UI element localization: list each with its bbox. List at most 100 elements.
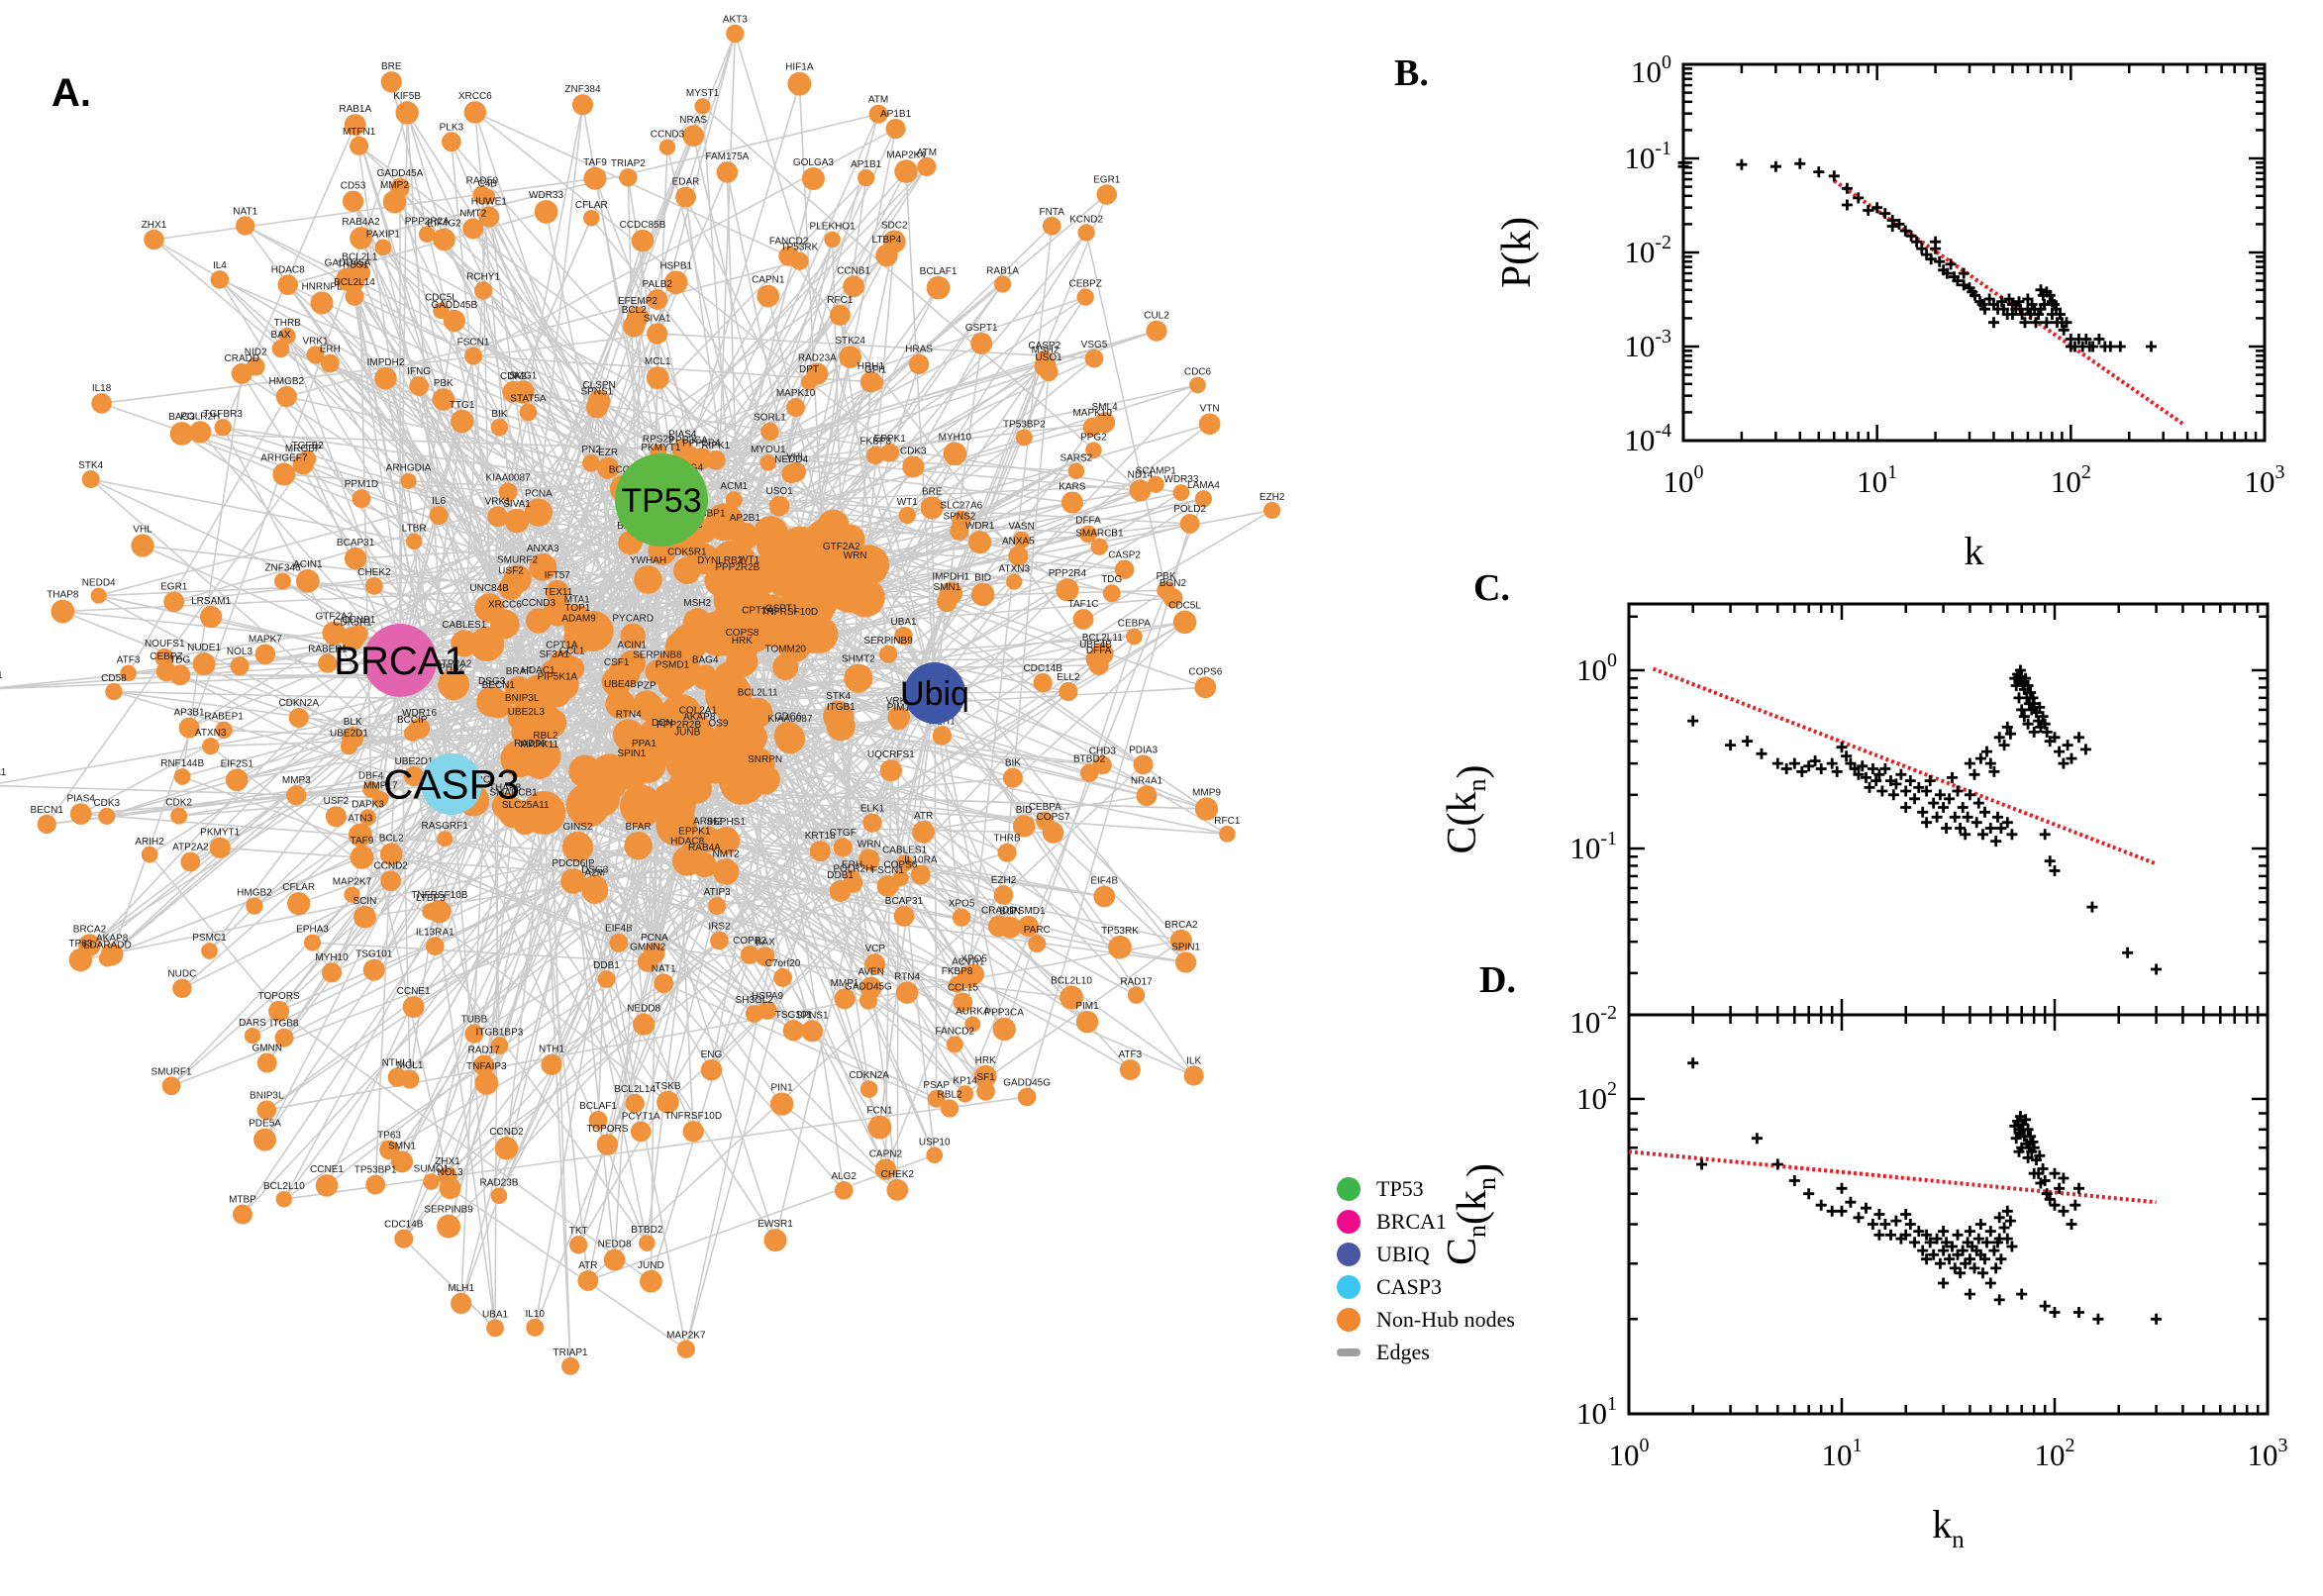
network-node[interactable]	[637, 951, 658, 972]
network-node[interactable]	[473, 281, 493, 300]
network-node[interactable]	[908, 353, 930, 374]
network-node[interactable]	[541, 1053, 562, 1075]
network-node[interactable]	[350, 136, 369, 155]
network-node[interactable]	[879, 645, 898, 663]
network-node[interactable]	[1162, 588, 1183, 608]
network-node[interactable]	[1174, 951, 1197, 973]
network-node[interactable]	[970, 582, 995, 607]
network-node[interactable]	[1094, 412, 1116, 434]
network-node[interactable]	[781, 463, 801, 484]
network-node[interactable]	[859, 1080, 878, 1098]
hub-node-ubiq[interactable]: Ubiq	[900, 662, 969, 724]
network-node[interactable]	[859, 371, 882, 393]
network-node[interactable]	[597, 970, 616, 988]
network-node[interactable]	[354, 905, 376, 929]
network-node[interactable]	[957, 1085, 974, 1103]
network-node[interactable]	[786, 398, 806, 418]
network-node[interactable]	[858, 991, 877, 1010]
network-node[interactable]	[882, 230, 906, 253]
network-node[interactable]	[429, 505, 449, 526]
network-node[interactable]	[1006, 573, 1023, 590]
network-node[interactable]	[742, 615, 773, 647]
network-node[interactable]	[968, 531, 992, 554]
network-node[interactable]	[834, 988, 856, 1010]
network-node[interactable]	[704, 564, 736, 597]
network-node[interactable]	[790, 251, 809, 270]
network-node[interactable]	[588, 1110, 608, 1130]
network-node[interactable]	[450, 409, 474, 434]
network-node[interactable]	[423, 1173, 440, 1190]
network-node[interactable]	[464, 347, 483, 365]
network-node[interactable]	[364, 576, 383, 595]
network-node[interactable]	[862, 813, 882, 833]
network-node[interactable]	[321, 962, 343, 983]
network-node[interactable]	[676, 1340, 695, 1358]
network-node[interactable]	[912, 820, 935, 844]
network-node[interactable]	[952, 908, 971, 927]
network-node[interactable]	[561, 831, 594, 862]
network-node[interactable]	[189, 421, 212, 444]
network-node[interactable]	[612, 719, 645, 750]
network-node[interactable]	[700, 1058, 723, 1081]
network-node[interactable]	[469, 627, 505, 662]
network-node[interactable]	[379, 1140, 399, 1160]
network-node[interactable]	[647, 323, 668, 345]
network-node[interactable]	[1056, 578, 1079, 602]
hub-node-casp3[interactable]: CASP3	[383, 753, 520, 815]
network-node[interactable]	[272, 462, 296, 486]
network-node[interactable]	[973, 1064, 997, 1088]
network-node[interactable]	[763, 1229, 787, 1252]
network-node[interactable]	[545, 579, 569, 604]
network-node[interactable]	[230, 656, 250, 676]
network-node[interactable]	[340, 738, 357, 755]
network-node[interactable]	[1183, 1065, 1204, 1086]
network-node[interactable]	[987, 915, 1010, 938]
network-node[interactable]	[964, 1016, 981, 1033]
network-node[interactable]	[303, 934, 322, 951]
network-node[interactable]	[834, 1181, 854, 1200]
network-node[interactable]	[173, 768, 191, 785]
network-node[interactable]	[487, 506, 509, 528]
network-node[interactable]	[441, 132, 461, 152]
network-node[interactable]	[350, 845, 374, 869]
network-node[interactable]	[646, 366, 669, 390]
network-node[interactable]	[451, 1292, 472, 1315]
network-node[interactable]	[236, 216, 255, 236]
network-node[interactable]	[425, 937, 445, 955]
network-node[interactable]	[759, 454, 777, 471]
network-node[interactable]	[172, 978, 192, 998]
network-node[interactable]	[253, 1128, 277, 1151]
network-node[interactable]	[513, 810, 539, 836]
network-node[interactable]	[993, 275, 1012, 293]
network-node[interactable]	[244, 1027, 261, 1045]
network-node[interactable]	[494, 1137, 519, 1160]
network-node[interactable]	[1015, 429, 1033, 447]
network-node[interactable]	[380, 71, 402, 93]
network-node[interactable]	[710, 931, 729, 950]
network-node[interactable]	[1263, 501, 1281, 519]
network-node[interactable]	[511, 717, 542, 748]
network-node[interactable]	[1088, 654, 1109, 675]
network-node[interactable]	[656, 1090, 679, 1114]
network-node[interactable]	[652, 780, 696, 826]
network-node[interactable]	[582, 874, 608, 900]
network-node[interactable]	[69, 803, 92, 825]
network-node[interactable]	[910, 864, 931, 885]
network-node[interactable]	[418, 226, 436, 244]
network-node[interactable]	[1127, 986, 1146, 1004]
network-node[interactable]	[940, 1099, 960, 1118]
network-node[interactable]	[271, 340, 290, 358]
network-node[interactable]	[1146, 320, 1167, 342]
network-node[interactable]	[634, 565, 662, 594]
network-node[interactable]	[498, 575, 524, 601]
network-node[interactable]	[348, 823, 372, 848]
network-node[interactable]	[344, 886, 360, 903]
network-node[interactable]	[1060, 985, 1083, 1010]
network-node[interactable]	[767, 613, 796, 642]
network-node[interactable]	[1017, 1087, 1037, 1107]
network-node[interactable]	[155, 660, 177, 682]
network-node[interactable]	[256, 1100, 277, 1121]
network-node[interactable]	[1002, 767, 1023, 788]
network-node[interactable]	[880, 443, 900, 462]
network-node[interactable]	[315, 1174, 339, 1197]
